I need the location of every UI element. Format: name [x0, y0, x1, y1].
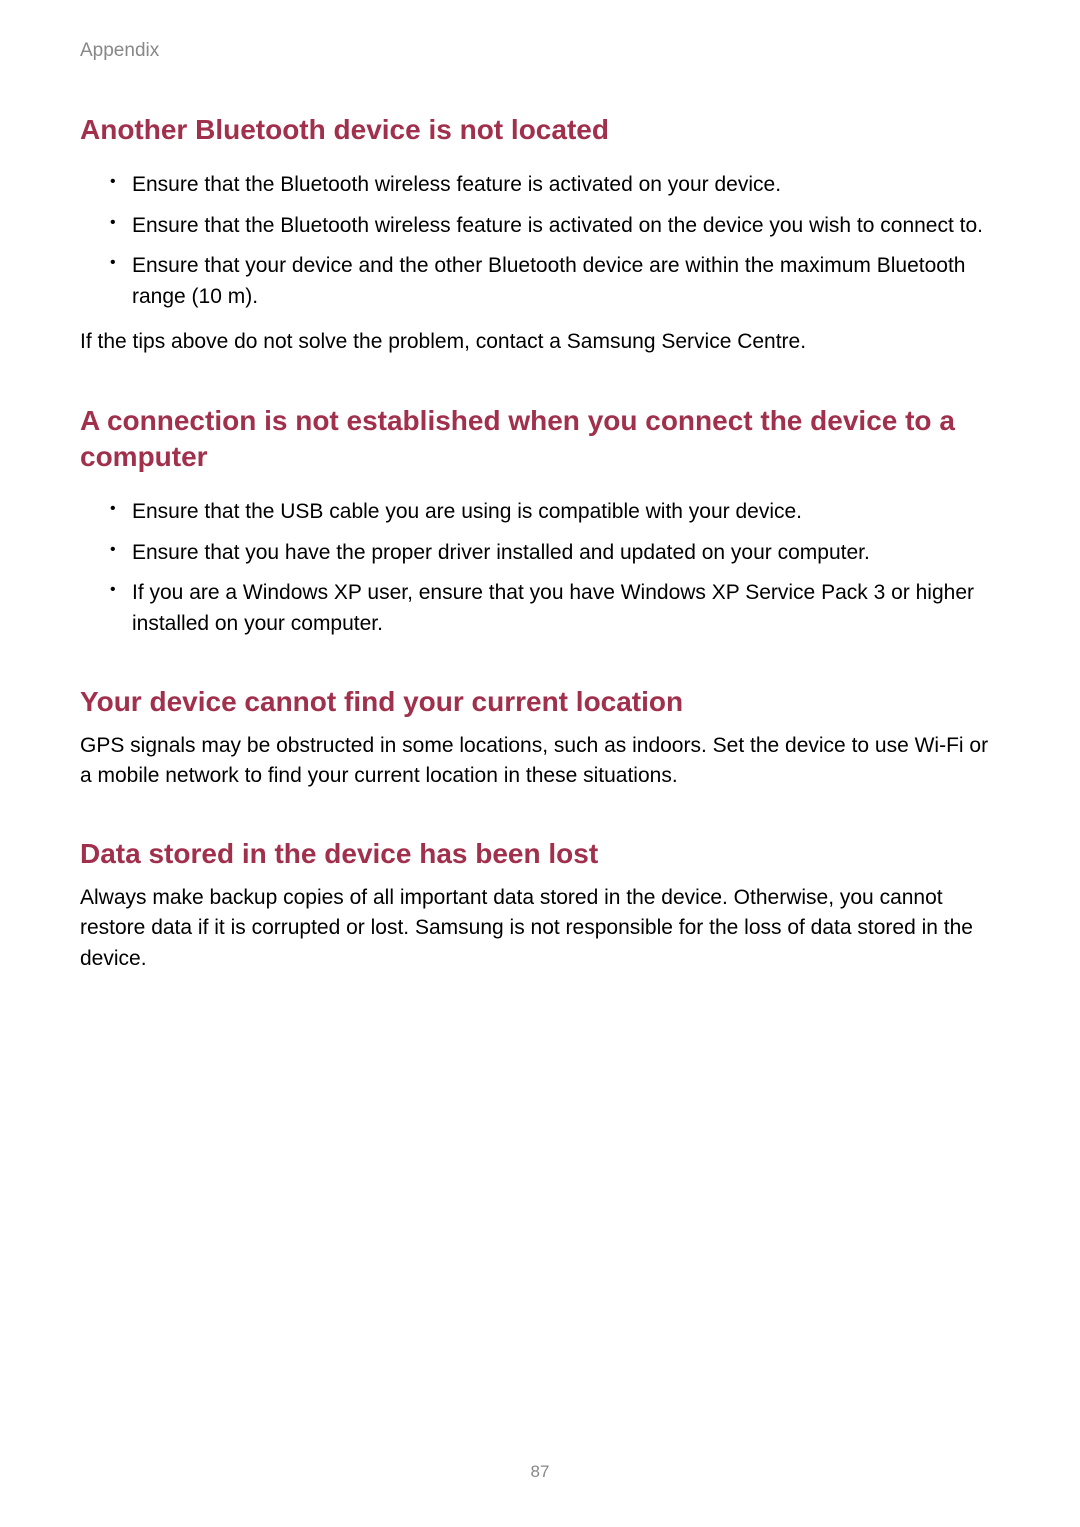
section-computer-connection: A connection is not established when you… [80, 403, 1000, 640]
section-heading: Data stored in the device has been lost [80, 836, 1000, 872]
body-text: Always make backup copies of all importa… [80, 883, 1000, 974]
section-heading: Your device cannot find your current loc… [80, 684, 1000, 720]
body-text: If the tips above do not solve the probl… [80, 327, 1000, 357]
section-heading: A connection is not established when you… [80, 403, 1000, 476]
bullet-list: Ensure that the Bluetooth wireless featu… [110, 170, 1000, 312]
bullet-item: Ensure that your device and the other Bl… [110, 251, 1000, 312]
page-number: 87 [0, 1462, 1080, 1482]
bullet-list: Ensure that the USB cable you are using … [110, 497, 1000, 639]
body-text: GPS signals may be obstructed in some lo… [80, 731, 1000, 792]
section-heading: Another Bluetooth device is not located [80, 112, 1000, 148]
bullet-item: If you are a Windows XP user, ensure tha… [110, 578, 1000, 639]
page-container: Appendix Another Bluetooth device is not… [0, 0, 1080, 974]
section-location: Your device cannot find your current loc… [80, 684, 1000, 791]
bullet-item: Ensure that the Bluetooth wireless featu… [110, 211, 1000, 241]
bullet-item: Ensure that you have the proper driver i… [110, 538, 1000, 568]
section-bluetooth: Another Bluetooth device is not located … [80, 112, 1000, 358]
bullet-item: Ensure that the Bluetooth wireless featu… [110, 170, 1000, 200]
bullet-item: Ensure that the USB cable you are using … [110, 497, 1000, 527]
section-data-lost: Data stored in the device has been lost … [80, 836, 1000, 974]
header-label: Appendix [80, 40, 1000, 62]
